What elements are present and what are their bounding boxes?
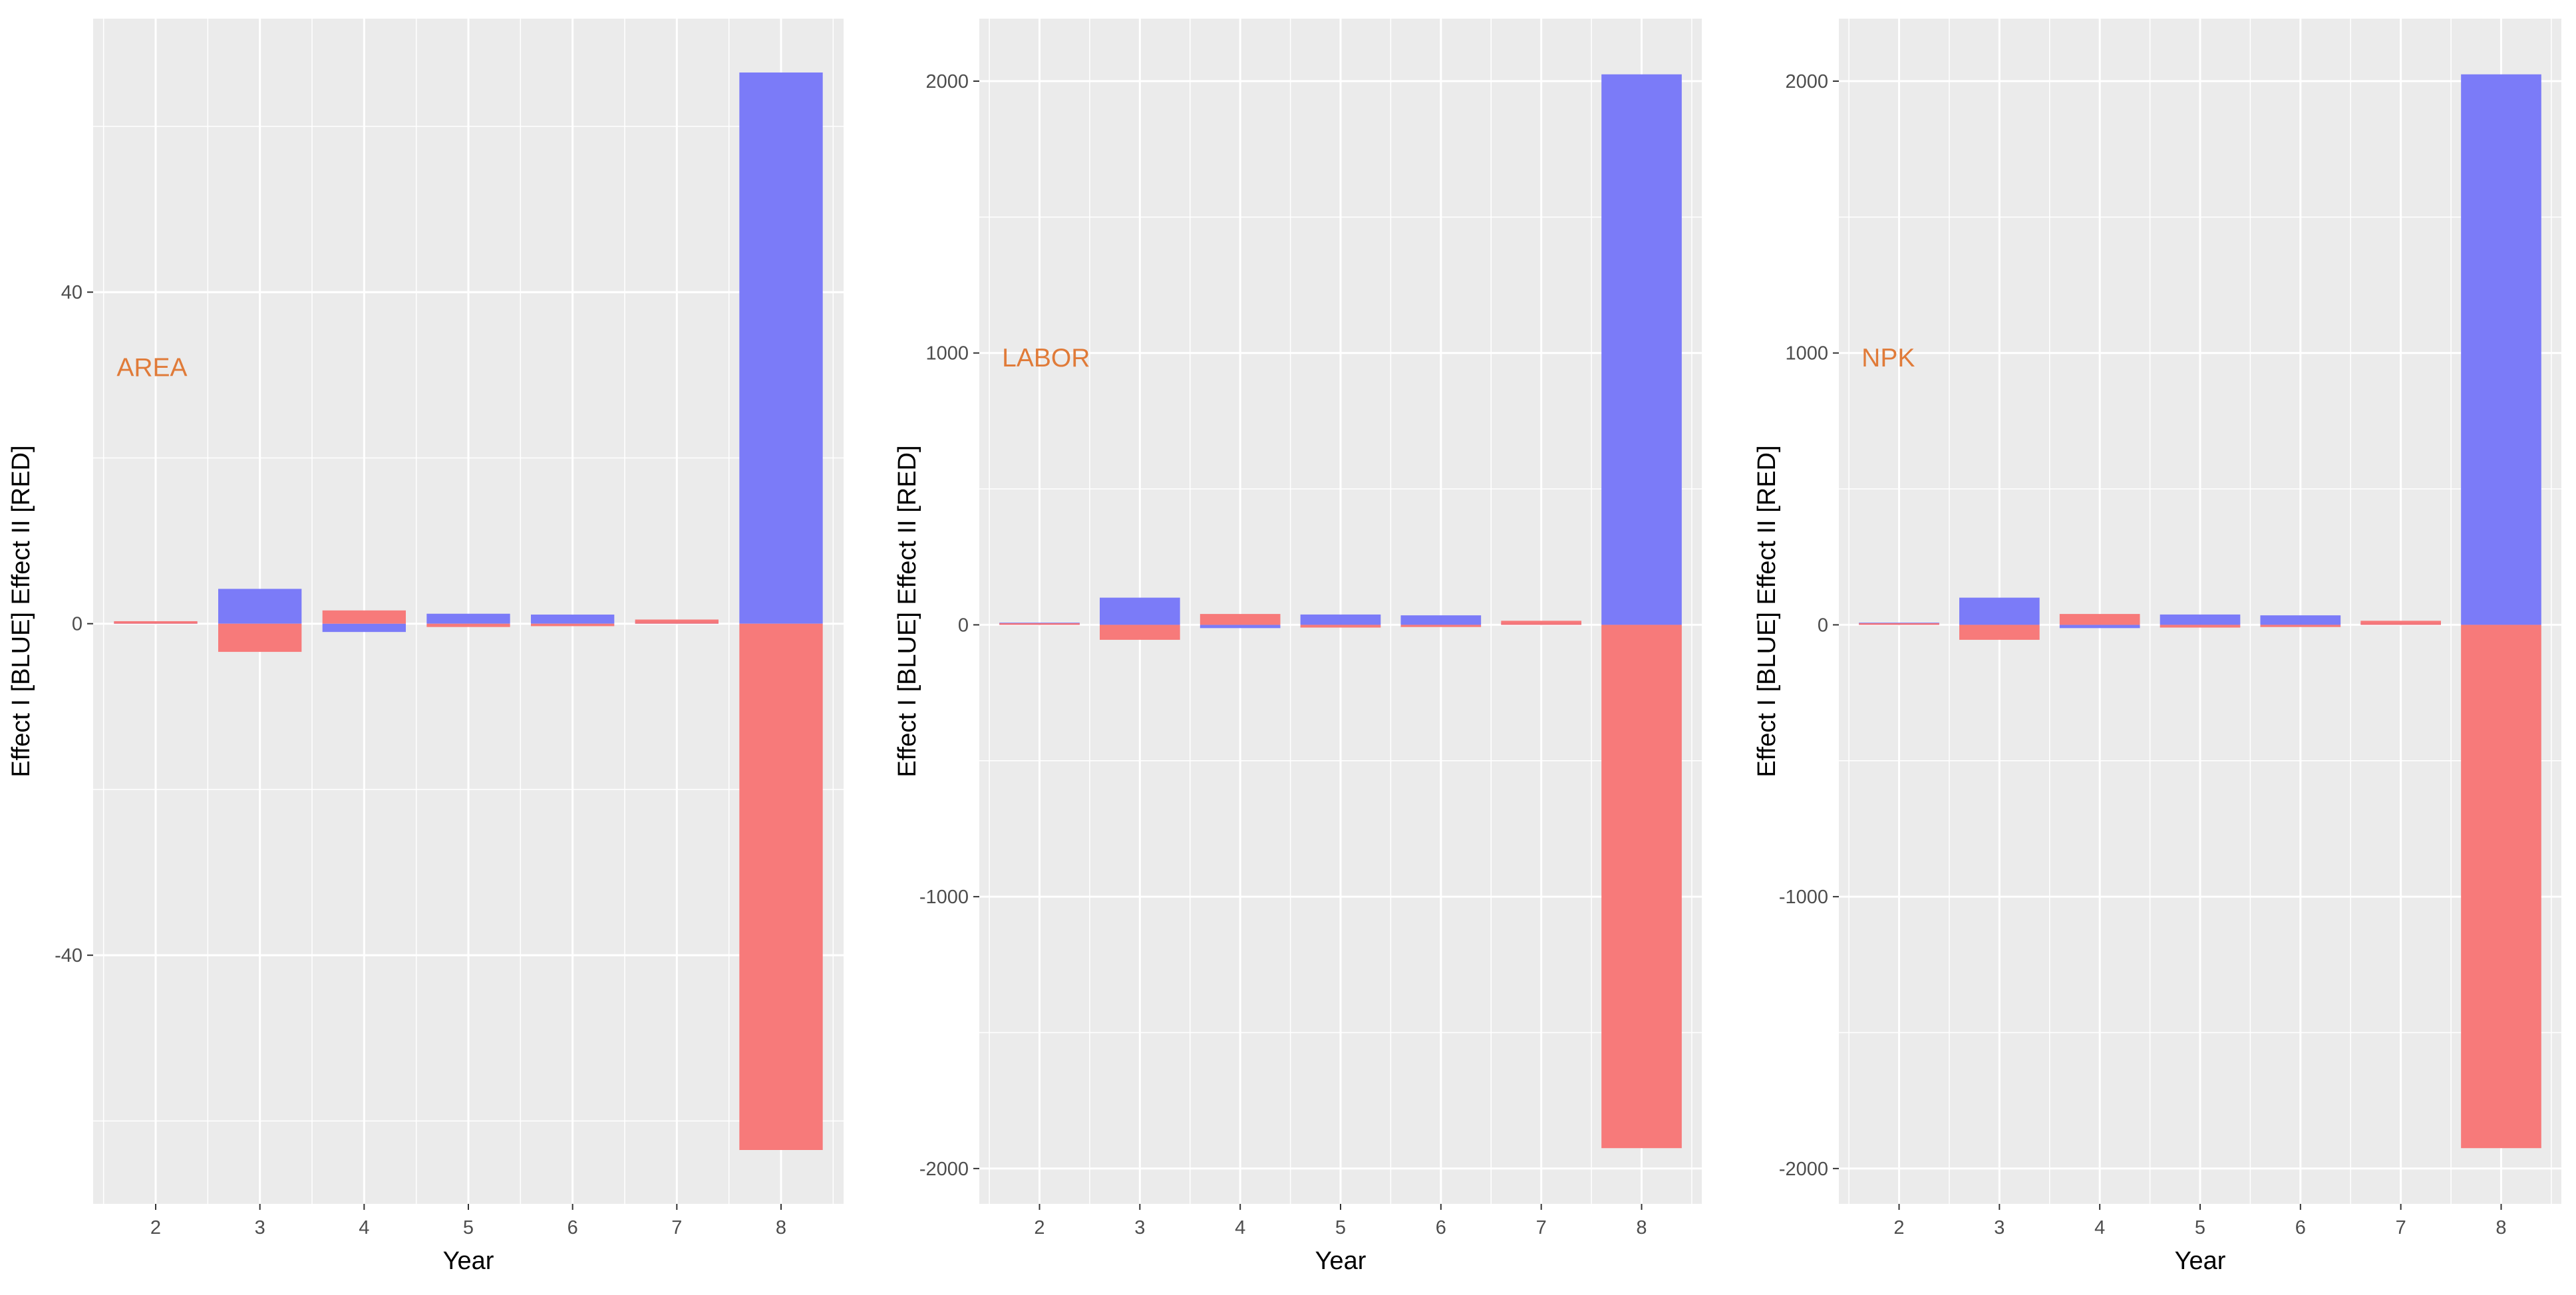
y-tick-label: -2000: [919, 1159, 969, 1180]
bar-effect-i-year-5: [1300, 614, 1381, 625]
bar-effect-i-year-3: [218, 589, 302, 624]
chart-panel-2: -2000 -1000 0 1000 2000 2 3 4 5 6 7 8 NPK Year Effect …: [1753, 19, 2561, 1275]
x-axis-title: Year: [2175, 1247, 2226, 1275]
x-tick-label: 2: [1034, 1217, 1045, 1238]
x-axis-title: Year: [443, 1247, 494, 1275]
x-tick-label: 7: [671, 1217, 682, 1238]
x-tick-label: 3: [1994, 1217, 2005, 1238]
y-tick-label: 2000: [925, 71, 969, 92]
bar-effect-i-year-3: [1959, 597, 2040, 625]
y-tick-label: -1000: [1779, 887, 1828, 908]
bar-effect-i-year-8: [1601, 74, 1682, 625]
chart-panel-0: -40 0 40 2 3 4 5 6 7 8 AREA Year Effect I [BLUE] Eff…: [7, 19, 844, 1275]
x-tick-label: 6: [2295, 1217, 2306, 1238]
x-tick-label: 2: [150, 1217, 161, 1238]
bar-effect-ii-year-8: [739, 623, 823, 1150]
x-tick-label: 6: [1436, 1217, 1446, 1238]
x-tick-label: 4: [2094, 1217, 2105, 1238]
bar-effect-i-year-4: [322, 623, 406, 633]
panel-annotation: NPK: [1861, 344, 1915, 372]
bar-effect-ii-year-8: [2461, 625, 2541, 1149]
y-axis-title: Effect I [BLUE] Effect II [RED]: [893, 445, 921, 777]
bar-effect-ii-year-7: [2360, 621, 2441, 625]
bar-effect-i-year-4: [1200, 625, 1281, 629]
x-tick-label: 4: [1235, 1217, 1245, 1238]
bar-effect-ii-year-5: [2160, 625, 2241, 628]
bar-effect-ii-year-4: [1200, 614, 1281, 625]
y-tick-label: -2000: [1779, 1159, 1828, 1180]
x-tick-label: 8: [1636, 1217, 1647, 1238]
bar-effect-ii-year-3: [218, 623, 302, 652]
x-tick-label: 6: [567, 1217, 578, 1238]
x-tick-label: 2: [1893, 1217, 1904, 1238]
bar-effect-ii-year-6: [2260, 625, 2341, 627]
bar-effect-i-year-8: [739, 72, 823, 624]
y-tick-label: 40: [61, 282, 82, 303]
bar-effect-i-year-5: [426, 613, 510, 624]
bar-effect-ii-year-4: [322, 610, 406, 624]
x-axis-title: Year: [1315, 1247, 1367, 1275]
x-tick-label: 7: [2396, 1217, 2406, 1238]
bar-effect-ii-year-4: [2059, 614, 2140, 625]
x-tick-label: 7: [1536, 1217, 1547, 1238]
bar-effect-ii-year-2: [114, 621, 198, 624]
x-tick-label: 5: [2195, 1217, 2205, 1238]
bar-effect-ii-year-2: [999, 623, 1080, 625]
bar-effect-i-year-4: [2059, 625, 2140, 629]
y-tick-label: 0: [72, 614, 82, 635]
panel-annotation: AREA: [116, 353, 187, 382]
bar-effect-ii-year-5: [1300, 625, 1381, 628]
bar-effect-ii-year-7: [1501, 621, 1581, 625]
bar-effect-i-year-8: [2461, 74, 2541, 625]
x-tick-label: 5: [463, 1217, 474, 1238]
y-tick-label: -1000: [919, 887, 969, 908]
y-tick-label: 0: [958, 615, 969, 636]
y-axis-title: Effect I [BLUE] Effect II [RED]: [1753, 445, 1781, 777]
x-tick-label: 8: [776, 1217, 786, 1238]
y-axis-title: Effect I [BLUE] Effect II [RED]: [7, 445, 35, 777]
bar-effect-ii-year-6: [531, 623, 615, 627]
y-tick-label: 2000: [1785, 71, 1828, 92]
bar-effect-ii-year-2: [1859, 623, 1939, 625]
bar-effect-ii-year-6: [1400, 625, 1482, 627]
y-tick-label: 1000: [925, 343, 969, 364]
x-tick-label: 3: [255, 1217, 265, 1238]
x-tick-label: 3: [1134, 1217, 1145, 1238]
bar-effect-i-year-6: [1400, 615, 1482, 625]
x-tick-label: 4: [359, 1217, 369, 1238]
bar-effect-ii-year-5: [426, 623, 510, 627]
bar-effect-ii-year-3: [1959, 625, 2040, 640]
x-tick-label: 8: [2496, 1217, 2506, 1238]
panel-annotation: LABOR: [1002, 344, 1090, 372]
bar-effect-ii-year-3: [1100, 625, 1180, 640]
bar-effect-i-year-6: [2260, 615, 2341, 625]
bar-effect-ii-year-8: [1601, 625, 1682, 1149]
bar-effect-i-year-5: [2160, 614, 2241, 625]
x-tick-label: 5: [1335, 1217, 1346, 1238]
y-tick-label: -40: [55, 945, 82, 966]
y-tick-label: 0: [1818, 615, 1828, 636]
bar-effect-i-year-3: [1100, 597, 1180, 625]
bar-effect-i-year-6: [531, 614, 615, 624]
bar-effect-ii-year-7: [635, 619, 719, 624]
chart-panel-1: -2000 -1000 0 1000 2000 2 3 4 5 6 7 8 LABOR Year Effec…: [893, 19, 1702, 1275]
y-tick-label: 1000: [1785, 343, 1828, 364]
